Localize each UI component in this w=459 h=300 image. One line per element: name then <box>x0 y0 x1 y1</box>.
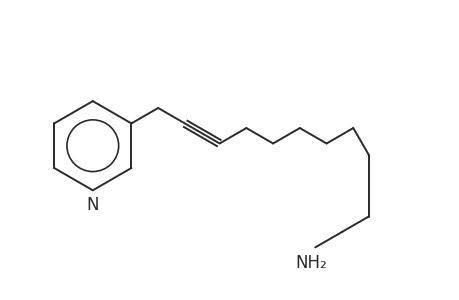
Text: N: N <box>86 196 99 214</box>
Text: NH₂: NH₂ <box>295 254 326 272</box>
